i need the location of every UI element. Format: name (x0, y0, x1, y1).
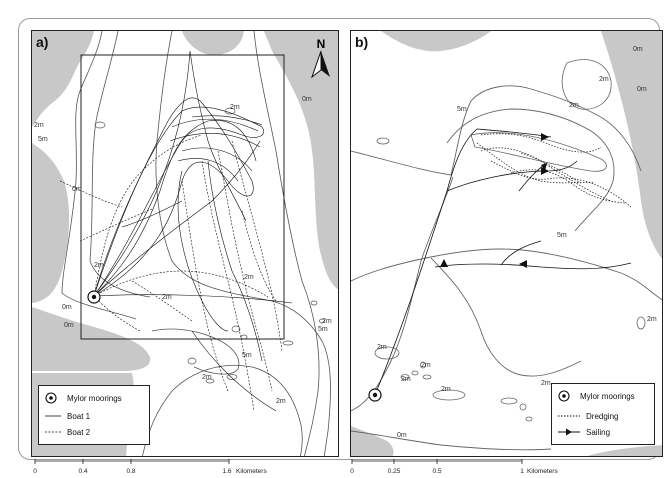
land-east (601, 31, 662, 259)
mylor-moorings-marker (368, 388, 382, 402)
scale-tick: 0.5 (432, 468, 442, 475)
land-southwest (351, 426, 394, 456)
contour-label: 2m (599, 76, 609, 83)
scale-bar-a: 0 0.4 0.8 1.6 Kilometers (31, 459, 281, 478)
land-north (381, 31, 491, 52)
contour-label: 2m (401, 376, 411, 383)
tracks-boat2 (59, 134, 283, 412)
scale-tick: 0 (350, 468, 354, 475)
contour-label: 2m (94, 262, 104, 269)
dotted-line-icon (558, 415, 580, 417)
scale-bar-b: 0 0.25 0.5 1 Kilometers (350, 459, 580, 478)
sailing-arrowheads (440, 133, 549, 268)
contour-label: 0m (72, 186, 82, 193)
map-panel-b: 2m 2m 5m 5m 0m 2m 2m 2m 2m 0m 2m 0m 2m b… (350, 30, 663, 457)
contour-label: 2m (202, 374, 212, 381)
legend-label: Mylor moorings (67, 393, 122, 403)
scale-tick: 0.4 (78, 468, 88, 475)
tracks-boat1 (93, 50, 293, 412)
contour-label: 0m (633, 46, 643, 53)
contour-labels-a: 2m 5m 0m 2m 0m 0m 2m 2m 2m 5m 2m 2m 0m 5… (34, 96, 332, 405)
contour-label: 2m (162, 294, 172, 301)
map-b-canvas: 2m 2m 5m 5m 0m 2m 2m 2m 2m 0m 2m 0m 2m (351, 31, 662, 456)
contour-label: 0m (62, 304, 72, 311)
legend-label: Sailing (586, 427, 611, 437)
study-area-rect (80, 54, 285, 340)
legend-item-boat1: Boat 1 (45, 410, 90, 422)
contour-label: 0m (397, 432, 407, 439)
land-west-mid (32, 143, 70, 303)
mylor-moorings-marker (87, 290, 101, 304)
legend-label: Mylor moorings (580, 391, 635, 401)
scale-bar-a-graphic (34, 459, 230, 464)
contour-label: 2m (647, 316, 657, 323)
contour-label: 5m (457, 106, 467, 113)
scale-bar-b-graphic (351, 459, 523, 464)
contour-label: 2m (421, 362, 431, 369)
contour-labels-b: 2m 2m 5m 5m 0m 2m 2m 2m 2m 0m 2m 0m 2m (377, 46, 657, 439)
scale-tick: 0 (33, 468, 37, 475)
legend-item-boat2: Boat 2 (45, 426, 90, 438)
legend-label: Dredging (586, 411, 619, 421)
arrow-line-icon (558, 428, 580, 436)
contour-label: 2m (230, 104, 240, 111)
sailing-tracks (374, 128, 632, 396)
dashed-line-icon (45, 431, 61, 433)
legend-label: Boat 2 (67, 427, 91, 437)
contour-label: 0m (64, 322, 74, 329)
contour-label: 5m (557, 232, 567, 239)
solid-line-icon (45, 415, 61, 417)
contour-label: 5m (242, 352, 252, 359)
land-west (32, 31, 94, 127)
legend-label: Boat 1 (67, 411, 91, 421)
contour-label: 2m (322, 318, 332, 325)
contour-label: 5m (318, 326, 328, 333)
scale-tick: 1 (520, 468, 524, 475)
legend-a: Mylor moorings Boat 1 Boat 2 (38, 385, 150, 445)
contour-label: 2m (34, 122, 44, 129)
land-southeast (587, 445, 662, 456)
north-arrow: N (308, 37, 334, 83)
contour-label: 2m (377, 344, 387, 351)
depth-contours-b (351, 85, 662, 451)
legend-item-moorings: Mylor moorings (45, 392, 122, 404)
legend-item-moorings: Mylor moorings (558, 390, 635, 402)
contour-label: 2m (541, 380, 551, 387)
scale-tick: 1.6 (222, 468, 232, 475)
legend-b: Mylor moorings Dredging Sailing (551, 383, 655, 445)
shoals-b (374, 59, 646, 422)
contour-label: 2m (569, 102, 579, 109)
north-label: N (316, 37, 326, 51)
mooring-icon (558, 390, 570, 402)
mooring-icon (45, 392, 57, 404)
scale-tick: 0.8 (126, 468, 136, 475)
contour-label: 0m (302, 96, 312, 103)
contour-label: 2m (244, 274, 254, 281)
panel-label-b: b) (355, 34, 369, 50)
scale-unit: Kilometers (236, 468, 267, 475)
dredging-tracks (476, 133, 632, 208)
scale-tick: 0.25 (387, 468, 401, 475)
depth-contours (61, 31, 331, 456)
contour-label: 0m (637, 86, 647, 93)
contour-label: 2m (276, 398, 286, 405)
contour-label: 5m (38, 136, 48, 143)
land-east (264, 31, 338, 290)
legend-item-sailing: Sailing (558, 426, 610, 438)
panel-label-a: a) (36, 34, 49, 50)
scale-unit: Kilometers (527, 468, 558, 475)
land-north (182, 31, 244, 56)
legend-item-dredging: Dredging (558, 410, 618, 422)
map-panel-a: 2m 5m 0m 2m 0m 0m 2m 2m 2m 5m 2m 2m 0m 5… (31, 30, 339, 457)
contour-label: 2m (441, 386, 451, 393)
north-arrow-icon (310, 50, 330, 79)
